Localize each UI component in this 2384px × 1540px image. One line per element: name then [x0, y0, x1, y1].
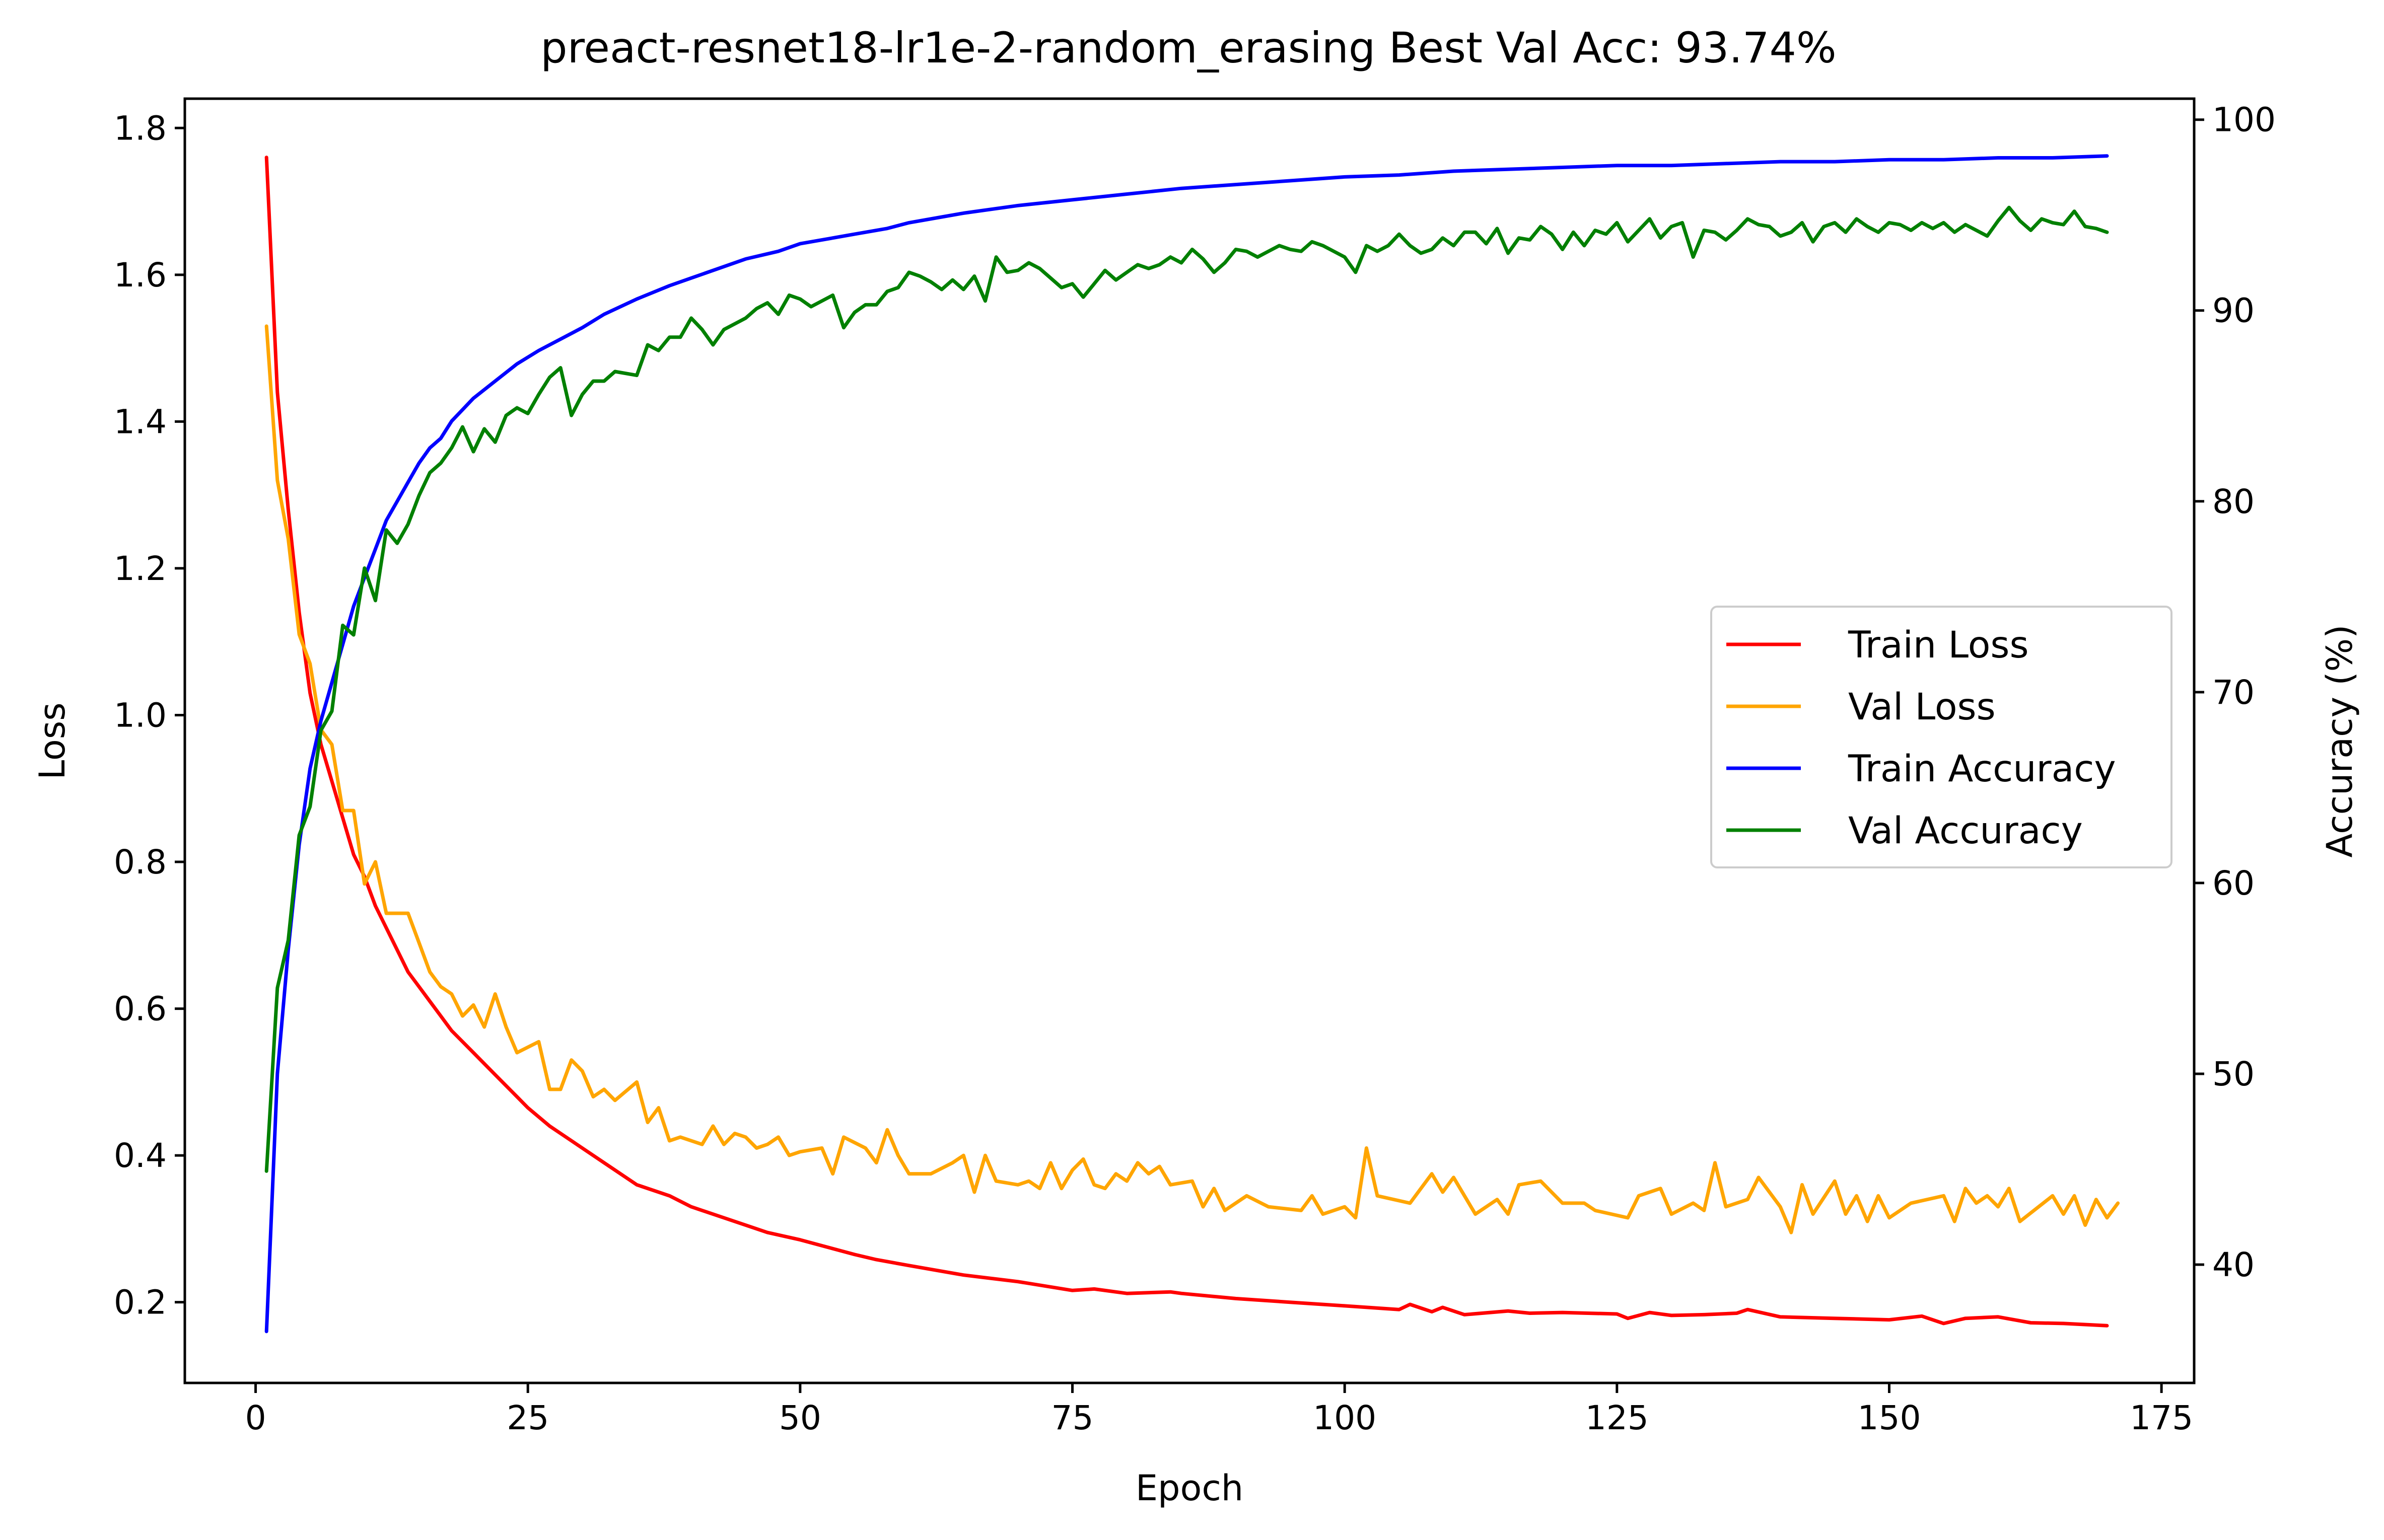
y-left-tick-label: 0.2	[114, 1283, 167, 1322]
legend-label-val-loss: Val Loss	[1848, 686, 1996, 728]
legend-label-train-loss: Train Loss	[1848, 624, 2028, 667]
x-tick-label: 125	[1585, 1399, 1649, 1437]
x-tick-label: 50	[779, 1399, 821, 1437]
y-left-tick-label: 0.4	[114, 1136, 167, 1175]
x-tick-label: 175	[2130, 1399, 2193, 1437]
y-left-tick-label: 1.0	[114, 696, 167, 735]
y-right-tick-label: 80	[2212, 482, 2255, 521]
legend-label-train-accuracy: Train Accuracy	[1848, 748, 2116, 790]
series-line-train-accuracy	[264, 154, 2109, 1334]
y-right-tick-label: 50	[2212, 1055, 2255, 1093]
y-left-tick-label: 1.6	[114, 256, 167, 295]
y-left-tick-label: 1.4	[114, 402, 167, 441]
x-axis: 0 25 50 75 100 125 150 175	[245, 1383, 2193, 1437]
legend: Train Loss Val Loss Train Accuracy Val Accu…	[1710, 606, 2172, 868]
x-tick-label: 100	[1313, 1399, 1376, 1437]
y-right-tick-label: 100	[2212, 101, 2276, 139]
series-line-train-loss	[264, 156, 2109, 1328]
x-axis-label: Epoch	[1136, 1468, 1243, 1509]
legend-label-val-accuracy: Val Accuracy	[1848, 810, 2083, 852]
y-axis-right-label: Accuracy (%)	[2319, 625, 2360, 858]
x-tick-label: 0	[245, 1399, 266, 1437]
y-axis-right: 40 50 60 70 80 90 100	[2194, 101, 2276, 1284]
y-right-tick-label: 60	[2212, 864, 2255, 903]
y-axis-left-label: Loss	[32, 702, 73, 780]
chart-title: preact-resnet18-lr1e-2-random_erasing Be…	[540, 23, 1836, 72]
x-tick-label: 75	[1051, 1399, 1094, 1437]
y-right-tick-label: 40	[2212, 1245, 2255, 1284]
plot-frame	[183, 97, 2196, 1384]
legend-box	[1710, 606, 2172, 868]
y-left-tick-label: 1.2	[114, 549, 167, 588]
y-right-tick-label: 70	[2212, 673, 2255, 712]
y-right-tick-label: 90	[2212, 291, 2255, 330]
series-line-val-loss	[264, 324, 2120, 1234]
series-layer	[264, 154, 2120, 1334]
x-tick-label: 25	[507, 1399, 549, 1437]
x-tick-label: 150	[1857, 1399, 1921, 1437]
y-left-tick-label: 0.6	[114, 990, 167, 1029]
y-axis-left: 0.2 0.4 0.6 0.8 1.0 1.2 1.4 1.6 1.8	[114, 109, 185, 1322]
y-left-tick-label: 1.8	[114, 109, 167, 148]
y-left-tick-label: 0.8	[114, 843, 167, 882]
series-line-val-accuracy	[264, 205, 2109, 1173]
